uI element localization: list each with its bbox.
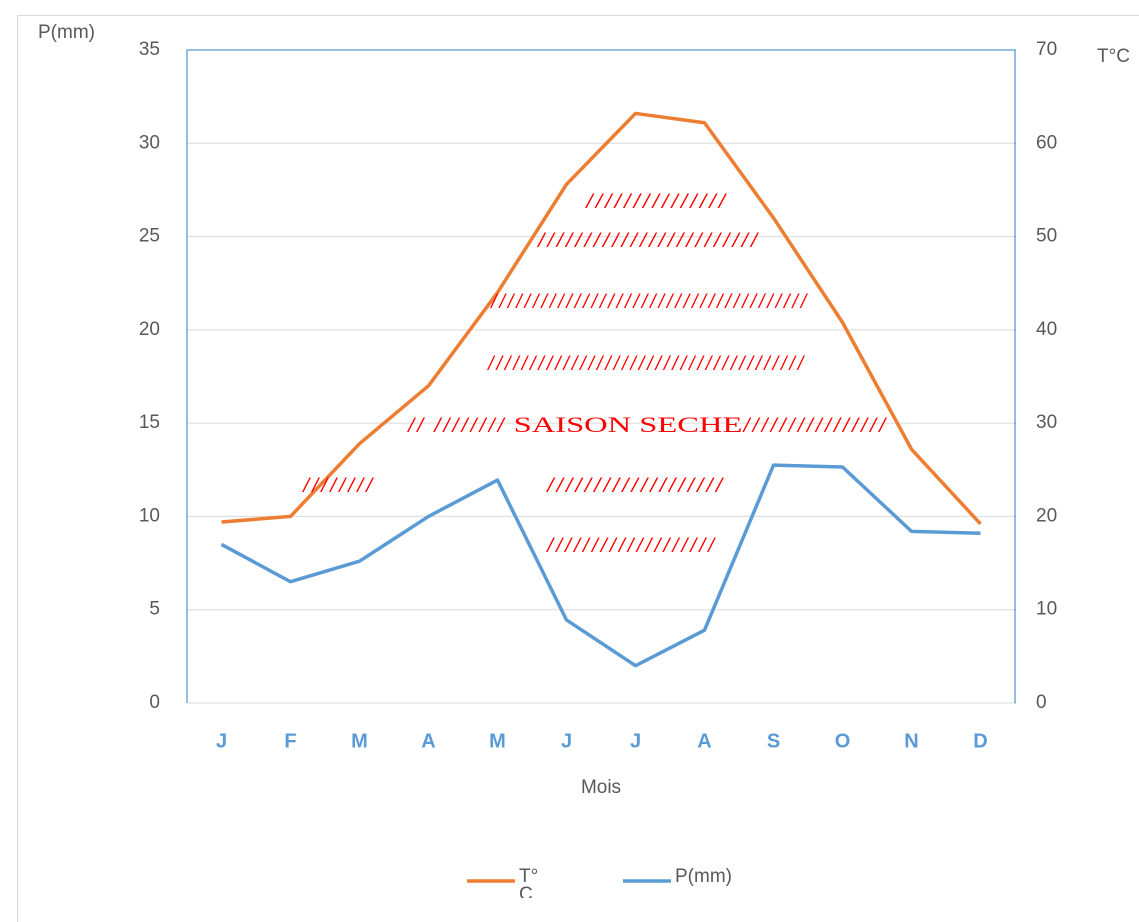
annotation: ///////////////////	[546, 532, 717, 557]
y2-tick-label: 50	[1036, 226, 1057, 247]
x-tick-label: A	[697, 730, 711, 752]
y-tick-label: 5	[149, 599, 160, 620]
y-tick-label: 20	[139, 319, 160, 340]
annotation: //////////////////////////////////////	[487, 350, 806, 375]
y-tick-label: 15	[139, 412, 160, 433]
annotation: ////////////////////////	[537, 227, 760, 252]
y2-axis-title: T°C	[1097, 48, 1130, 67]
x-tick-label: N	[904, 730, 918, 752]
annotation: //////////////////////////////////////	[490, 288, 809, 313]
x-tick-label: S	[767, 730, 780, 752]
series-line	[221, 111, 982, 526]
y2-tick-label: 70	[1036, 39, 1057, 60]
legend-label: T°C	[519, 868, 539, 898]
y-tick-label: 35	[139, 39, 160, 60]
y2-tick-label: 10	[1036, 599, 1057, 620]
x-tick-label: D	[973, 730, 987, 752]
x-tick-label: J	[561, 730, 572, 752]
series-line	[220, 463, 981, 668]
annotation: ///////////////	[585, 188, 728, 213]
x-axis-title: Mois	[581, 777, 621, 798]
x-tick-label: F	[284, 730, 296, 752]
y2-tick-label: 20	[1036, 505, 1057, 526]
x-tick-label: M	[489, 730, 506, 752]
y-tick-label: 30	[139, 132, 160, 153]
x-tick-label: M	[351, 730, 368, 752]
y2-tick-label: 40	[1036, 319, 1057, 340]
y2-tick-label: 30	[1036, 412, 1057, 433]
y2-tick-label: 60	[1036, 132, 1057, 153]
annotation: ////////	[302, 472, 375, 497]
annotation: ///////////////////	[546, 472, 725, 497]
x-tick-label: J	[216, 730, 227, 752]
y2-tick-label: 0	[1036, 692, 1047, 713]
chart-border	[17, 15, 1139, 922]
legend-label: P(mm)	[675, 868, 732, 887]
y-tick-label: 10	[139, 505, 160, 526]
y-tick-label: 0	[149, 692, 160, 713]
y-tick-label: 25	[139, 226, 160, 247]
x-tick-label: J	[630, 730, 641, 752]
plot-border	[186, 49, 1016, 703]
x-tick-label: A	[421, 730, 435, 752]
x-tick-label: O	[835, 730, 851, 752]
annotation: // //////// SAISON SECHE////////////////	[407, 412, 888, 437]
y-axis-title: P(mm)	[38, 24, 95, 43]
